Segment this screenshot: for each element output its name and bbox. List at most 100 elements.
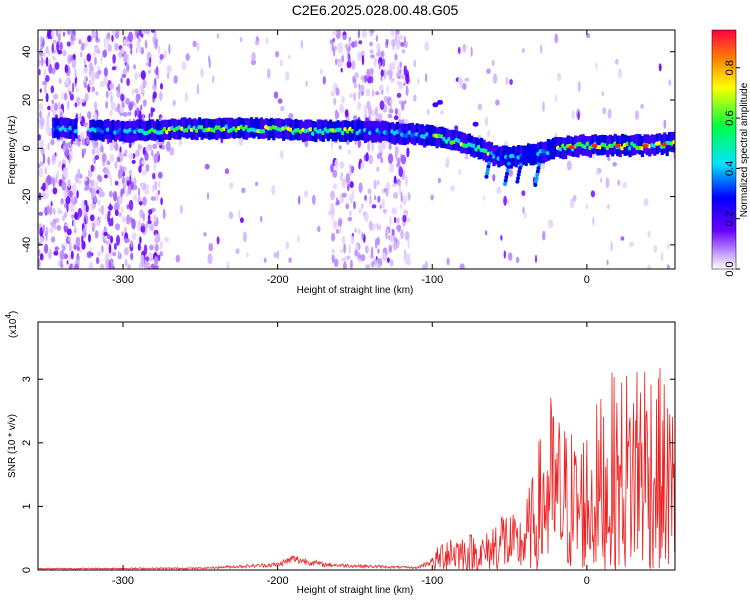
spectrogram-ridge-cell [586, 136, 590, 157]
spectrogram-streak-cell [537, 159, 542, 164]
spectrogram-speckle [133, 184, 138, 191]
spectrogram-speckle [54, 246, 59, 251]
spectrogram-speckle [70, 40, 74, 46]
spectrogram-speckle [158, 59, 162, 65]
spectrogram-speckle [620, 236, 625, 241]
spectrogram-y-tick-label: 0 [21, 145, 33, 151]
spectrogram-speckle [135, 149, 141, 157]
spectrogram-speckle [361, 203, 364, 210]
spectrogram-speckle [251, 59, 256, 66]
spectrogram-speckle [391, 39, 396, 47]
spectrogram-speckle [364, 194, 367, 201]
spectrogram-speckle [345, 173, 350, 184]
spectrogram-speckle [38, 257, 41, 268]
spectrogram-speckle [128, 169, 132, 175]
spectrogram-speckle [229, 182, 234, 190]
spectrogram-speckle [59, 250, 65, 261]
spectrogram-ridge-cell [128, 121, 132, 144]
spectrogram-speckle [76, 96, 81, 107]
colorbar: 0.0 0.2 0.4 0.6 0.8 Normalized spectral ampl… [711, 29, 750, 277]
spectrogram-speckle [58, 30, 62, 35]
colorbar-tick-label: 0.6 [724, 110, 736, 125]
spectrogram-speckle [136, 40, 141, 49]
spectrogram-speckle [90, 75, 94, 86]
spectrogram-speckle [342, 261, 347, 269]
spectrogram-speckle [74, 196, 78, 204]
spectrogram-speckle [332, 220, 338, 230]
spectrogram-speckle [617, 68, 623, 79]
spectrogram-speckle [131, 159, 136, 164]
spectrogram-speckle [84, 186, 89, 191]
spectrogram-speckle [413, 59, 417, 68]
spectrogram-speckle [60, 198, 64, 205]
spectrogram-streak-cell [505, 171, 509, 176]
spectrogram-speckle [109, 83, 115, 90]
spectrogram-speckle [64, 64, 69, 74]
spectrogram-streak-cell [516, 172, 521, 177]
spectrogram-speckle [322, 76, 326, 85]
spectrogram-speckle [403, 82, 406, 87]
spectrogram-speckle [394, 145, 399, 156]
spectrogram-speckle [337, 42, 343, 54]
spectrogram-speckle [505, 76, 508, 85]
spectrogram-streak-cell [506, 161, 511, 166]
spectrogram-ridge-cell [71, 119, 76, 141]
spectrogram-ridge-core [558, 147, 563, 152]
spectrogram-speckle [351, 60, 356, 70]
spectrogram-speckle [503, 195, 507, 206]
spectrogram-speckle [52, 39, 57, 44]
spectrogram-speckle [112, 251, 117, 257]
spectrogram-speckle [388, 142, 392, 150]
spectrogram-speckle [48, 50, 51, 57]
spectrogram-speckle [647, 264, 652, 269]
spectrogram-speckle [361, 232, 364, 241]
spectrogram-speckle [361, 159, 365, 170]
spectrogram-speckle [159, 53, 164, 60]
spectrogram-speckle [370, 30, 375, 34]
spectrogram-speckle [157, 180, 161, 188]
spectrogram-speckle [399, 61, 402, 69]
spectrogram-speckle [63, 225, 69, 230]
spectrogram-speckle [99, 264, 105, 269]
spectrogram-speckle [396, 217, 400, 224]
spectrogram-speckle [200, 67, 204, 78]
spectrogram-speckle [55, 30, 59, 37]
spectrogram-ridge-cell [517, 145, 521, 165]
spectrogram-speckle [165, 141, 171, 152]
spectrogram-speckle [157, 44, 161, 55]
spectrogram-speckle [136, 107, 140, 117]
spectrogram-speckle [39, 253, 44, 261]
spectrogram-speckle [305, 80, 308, 87]
spectrogram-speckle [95, 181, 98, 191]
spectrogram-speckle [542, 230, 546, 241]
spectrogram-speckle [160, 83, 163, 90]
spectrogram-speckle [42, 192, 46, 197]
spectrogram-speckle [370, 246, 374, 258]
spectrogram-speckle [141, 170, 147, 176]
spectrogram-ridge-core [672, 139, 675, 145]
spectrogram-speckle [566, 160, 572, 171]
snr-y-tick-label: 2 [21, 440, 33, 446]
spectrogram-ridge-cell [576, 136, 580, 158]
spectrogram-speckle [138, 165, 142, 173]
spectrogram-speckle [134, 88, 139, 94]
spectrogram-speckle [445, 157, 450, 168]
spectrogram-speckle [99, 80, 105, 88]
spectrogram-speckle [375, 91, 380, 96]
spectrogram-speckle [115, 31, 120, 40]
spectrogram-speckle [273, 91, 279, 99]
spectrogram-peak [642, 143, 649, 148]
spectrogram-speckle [46, 174, 52, 186]
spectrogram-ridge-core [340, 130, 346, 136]
spectrogram-x-tick-label: -300 [112, 274, 134, 286]
spectrogram-speckle [341, 235, 346, 245]
spectrogram-speckle [357, 51, 362, 62]
spectrogram-speckle [142, 114, 145, 122]
spectrogram-speckle [54, 222, 57, 230]
spectrogram-streak-cell [503, 178, 508, 183]
spectrogram-speckle [114, 160, 118, 170]
spectrogram-ridge-cell [621, 133, 625, 154]
spectrogram-speckle [128, 199, 134, 211]
spectrogram-speckle [79, 131, 85, 141]
